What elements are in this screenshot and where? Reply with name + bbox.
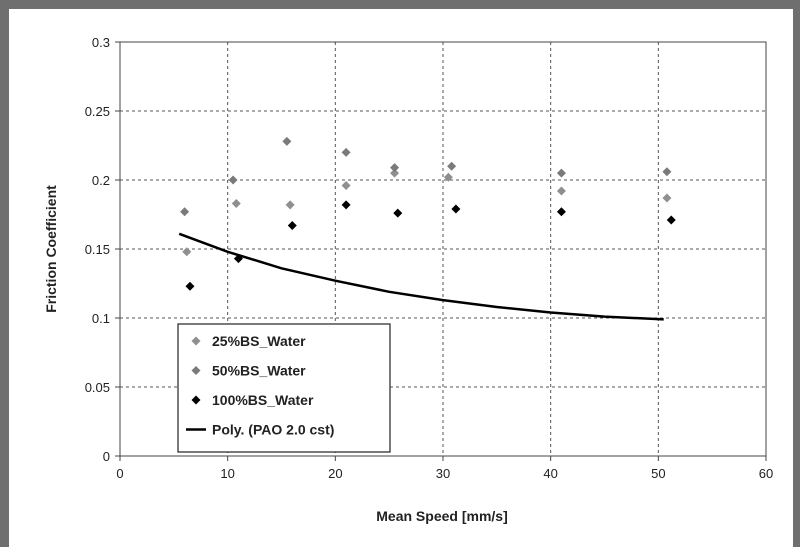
- y-tick-label: 0.25: [85, 104, 110, 119]
- data-point: [285, 200, 295, 210]
- data-marks: [178, 136, 676, 321]
- x-tick-label: 40: [543, 466, 557, 481]
- data-point: [393, 208, 403, 218]
- y-tick-label: 0.3: [92, 35, 110, 50]
- data-point: [447, 161, 457, 171]
- data-point: [182, 247, 192, 257]
- data-point: [662, 193, 672, 203]
- data-point: [185, 281, 195, 291]
- y-tick-label: 0.05: [85, 380, 110, 395]
- data-point: [662, 167, 672, 177]
- y-tick-label: 0.15: [85, 242, 110, 257]
- legend-box: [177, 323, 391, 453]
- legend-label-25-bs-water: 25%BS_Water: [212, 333, 306, 349]
- legend-label-poly-pao-2-0-cst: Poly. (PAO 2.0 cst): [212, 422, 334, 438]
- x-tick-label: 60: [759, 466, 773, 481]
- data-point: [180, 207, 190, 217]
- x-tick-label: 0: [116, 466, 123, 481]
- x-tick-label: 50: [651, 466, 665, 481]
- data-point: [287, 221, 297, 231]
- x-tick-label: 30: [436, 466, 450, 481]
- legend: 25%BS_Water 50%BS_Water 100%BS_Water Poly. …: [177, 323, 391, 453]
- data-point: [556, 207, 566, 217]
- data-point: [556, 168, 566, 178]
- legend-swatch-50-bs-water: [191, 366, 201, 375]
- data-point: [390, 168, 400, 178]
- data-point: [228, 175, 238, 185]
- data-point: [390, 163, 400, 173]
- series-poly-pao-2-0-cst: [178, 232, 664, 321]
- data-point: [341, 200, 351, 210]
- x-tick-label: 10: [220, 466, 234, 481]
- axis-ticks: 0 10 20 30 40 50 60 0 0.05 0.1 0.15 0.2 0.25 0.3: [85, 35, 774, 481]
- x-axis-title: Mean Speed [mm/s]: [376, 508, 507, 524]
- data-point: [282, 136, 292, 146]
- legend-label-50-bs-water: 50%BS_Water: [212, 363, 306, 379]
- data-point: [341, 181, 351, 191]
- y-tick-label: 0: [103, 449, 110, 464]
- series-50-bs-water: [180, 136, 672, 217]
- y-tick-label: 0.2: [92, 173, 110, 188]
- y-tick-label: 0.1: [92, 311, 110, 326]
- series-100-bs-water: [185, 200, 676, 291]
- legend-swatch-100-bs-water: [191, 395, 201, 405]
- data-point: [231, 198, 241, 208]
- x-tick-label: 20: [328, 466, 342, 481]
- legend-label-100-bs-water: 100%BS_Water: [212, 392, 314, 408]
- legend-swatch-25-bs-water: [191, 336, 201, 346]
- data-point: [666, 215, 676, 225]
- series-25-bs-water: [182, 168, 672, 257]
- data-point: [443, 172, 453, 182]
- trend-line: [178, 232, 664, 321]
- data-point: [556, 186, 566, 196]
- y-axis-title: Friction Coefficient: [43, 185, 59, 313]
- data-point: [341, 147, 351, 157]
- data-point: [451, 204, 461, 214]
